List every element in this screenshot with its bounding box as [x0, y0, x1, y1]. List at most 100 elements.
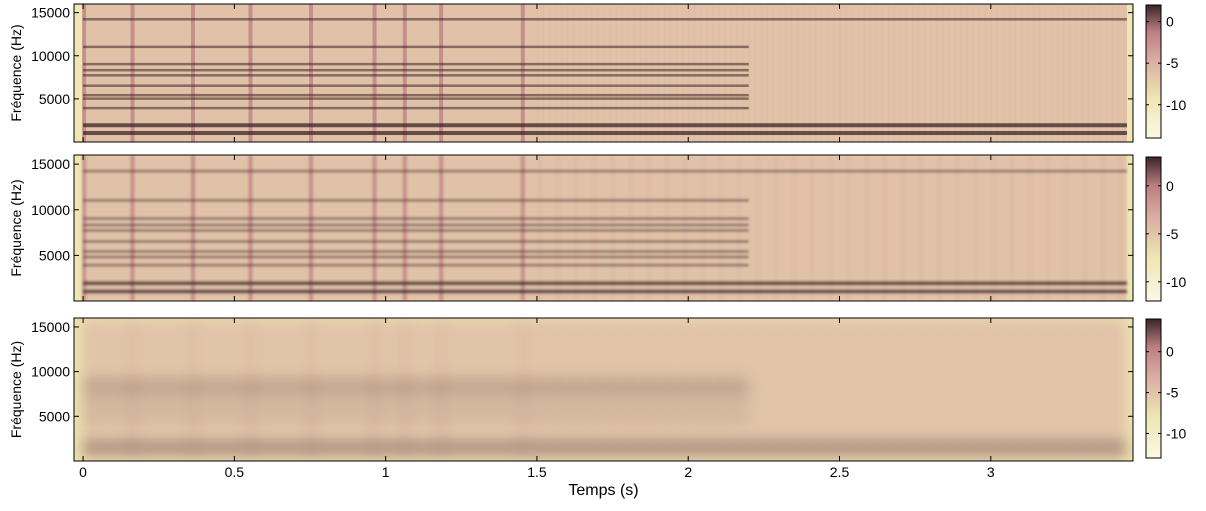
texture-stripe [954, 155, 961, 301]
texture-stripe [990, 4, 992, 142]
texture-stripe [772, 318, 779, 461]
texture-stripe [573, 4, 575, 142]
texture-stripe [821, 4, 823, 142]
y-tick-label: 15000 [31, 156, 70, 172]
onset-transient [520, 4, 525, 142]
texture-stripe [791, 4, 793, 142]
note-segment [521, 4, 1127, 142]
texture-stripe [1099, 4, 1101, 142]
harmonic-line [83, 385, 749, 388]
onset-transient [372, 318, 377, 461]
texture-stripe [645, 318, 652, 461]
texture-stripe [1008, 4, 1010, 142]
texture-stripe [688, 4, 690, 142]
texture-stripe [1008, 155, 1015, 301]
texture-stripe [567, 4, 569, 142]
plot-frame [73, 3, 1134, 143]
colorbar-gradient [1145, 4, 1162, 139]
note-segment [249, 318, 311, 461]
onset-transient [309, 4, 314, 142]
onset-transient [309, 318, 314, 461]
colorbar: 0 -5 -10 [1145, 318, 1186, 459]
spectrogram-image [74, 4, 1133, 142]
texture-stripe [718, 4, 720, 142]
harmonic-line [83, 255, 749, 259]
texture-stripe [839, 4, 841, 142]
x-tick-label: 1 [382, 464, 390, 480]
texture-stripe [760, 4, 762, 142]
harmonic-line [83, 250, 749, 253]
note-segment [83, 4, 132, 142]
note-segment [440, 4, 522, 142]
energy-layer [82, 4, 1127, 142]
harmonic-line [83, 281, 1127, 286]
note-segment [131, 318, 193, 461]
texture-stripe [664, 4, 666, 142]
texture-stripe [1099, 318, 1106, 461]
colorbar-tick-label: -10 [1166, 97, 1186, 113]
texture-stripe [754, 4, 756, 142]
texture-stripe [536, 155, 543, 301]
texture-stripe [670, 4, 672, 142]
onset-transient [82, 155, 87, 301]
texture-stripe [742, 4, 744, 142]
spectrogram-image [74, 318, 1133, 461]
texture-stripe [948, 4, 950, 142]
texture-stripe [900, 4, 902, 142]
colorbar-tick-label: -10 [1166, 425, 1186, 441]
texture-stripe [996, 4, 998, 142]
texture-stripe [863, 4, 865, 142]
texture-stripe [815, 4, 817, 142]
harmonic-line [83, 84, 749, 87]
texture-stripe [536, 4, 538, 142]
texture-stripe [845, 318, 852, 461]
texture-stripe [700, 155, 707, 301]
colorbar-gradient [1145, 156, 1162, 302]
harmonic-line [83, 240, 749, 243]
texture-stripe [603, 4, 605, 142]
texture-stripe [809, 155, 816, 301]
x-tick-label: 2.5 [830, 464, 850, 480]
texture-stripe [887, 4, 889, 142]
y-axis-label: Fréquence (Hz) [8, 24, 24, 121]
onset-transient [439, 4, 444, 142]
note-segment [249, 4, 311, 142]
texture-stripe [645, 4, 647, 142]
texture-stripe [972, 155, 979, 301]
harmonic-line [83, 415, 749, 419]
colorbar-tick-label: -5 [1166, 55, 1179, 71]
y-tick-label: 5000 [39, 247, 70, 263]
note-segment [521, 318, 1127, 461]
note-segment [192, 155, 250, 301]
spectrogram-image [74, 155, 1133, 301]
texture-stripe [893, 4, 895, 142]
texture-stripe [1117, 318, 1124, 461]
texture-stripe [627, 155, 634, 301]
colorbar: 0 -5 -10 [1145, 4, 1186, 139]
y-tick-label: 10000 [31, 202, 70, 218]
note-segment [83, 155, 132, 301]
note-segment [440, 155, 522, 301]
texture-stripe [724, 4, 726, 142]
note-segment [373, 4, 404, 142]
harmonic-line [83, 199, 749, 202]
onset-transient [130, 318, 135, 461]
texture-stripe [1099, 155, 1106, 301]
texture-stripe [912, 4, 914, 142]
texture-stripe [930, 4, 932, 142]
texture-stripe [1021, 4, 1023, 142]
colorbar-tick-label: -5 [1166, 385, 1179, 401]
texture-stripe [555, 4, 557, 142]
texture-stripe [736, 4, 738, 142]
spectrogram-panel-middle: 5000 10000 15000 Fréquence (Hz) 0 -5 -10 [8, 154, 1186, 302]
texture-stripe [972, 4, 974, 142]
onset-transient [439, 155, 444, 301]
texture-stripe [700, 318, 707, 461]
texture-stripe [754, 318, 761, 461]
texture-stripe [700, 4, 702, 142]
harmonic-line [83, 123, 1127, 128]
texture-stripe [627, 4, 629, 142]
harmonic-line [83, 263, 749, 267]
colorbar-tick-label: 0 [1166, 344, 1174, 360]
texture-stripe [924, 4, 926, 142]
